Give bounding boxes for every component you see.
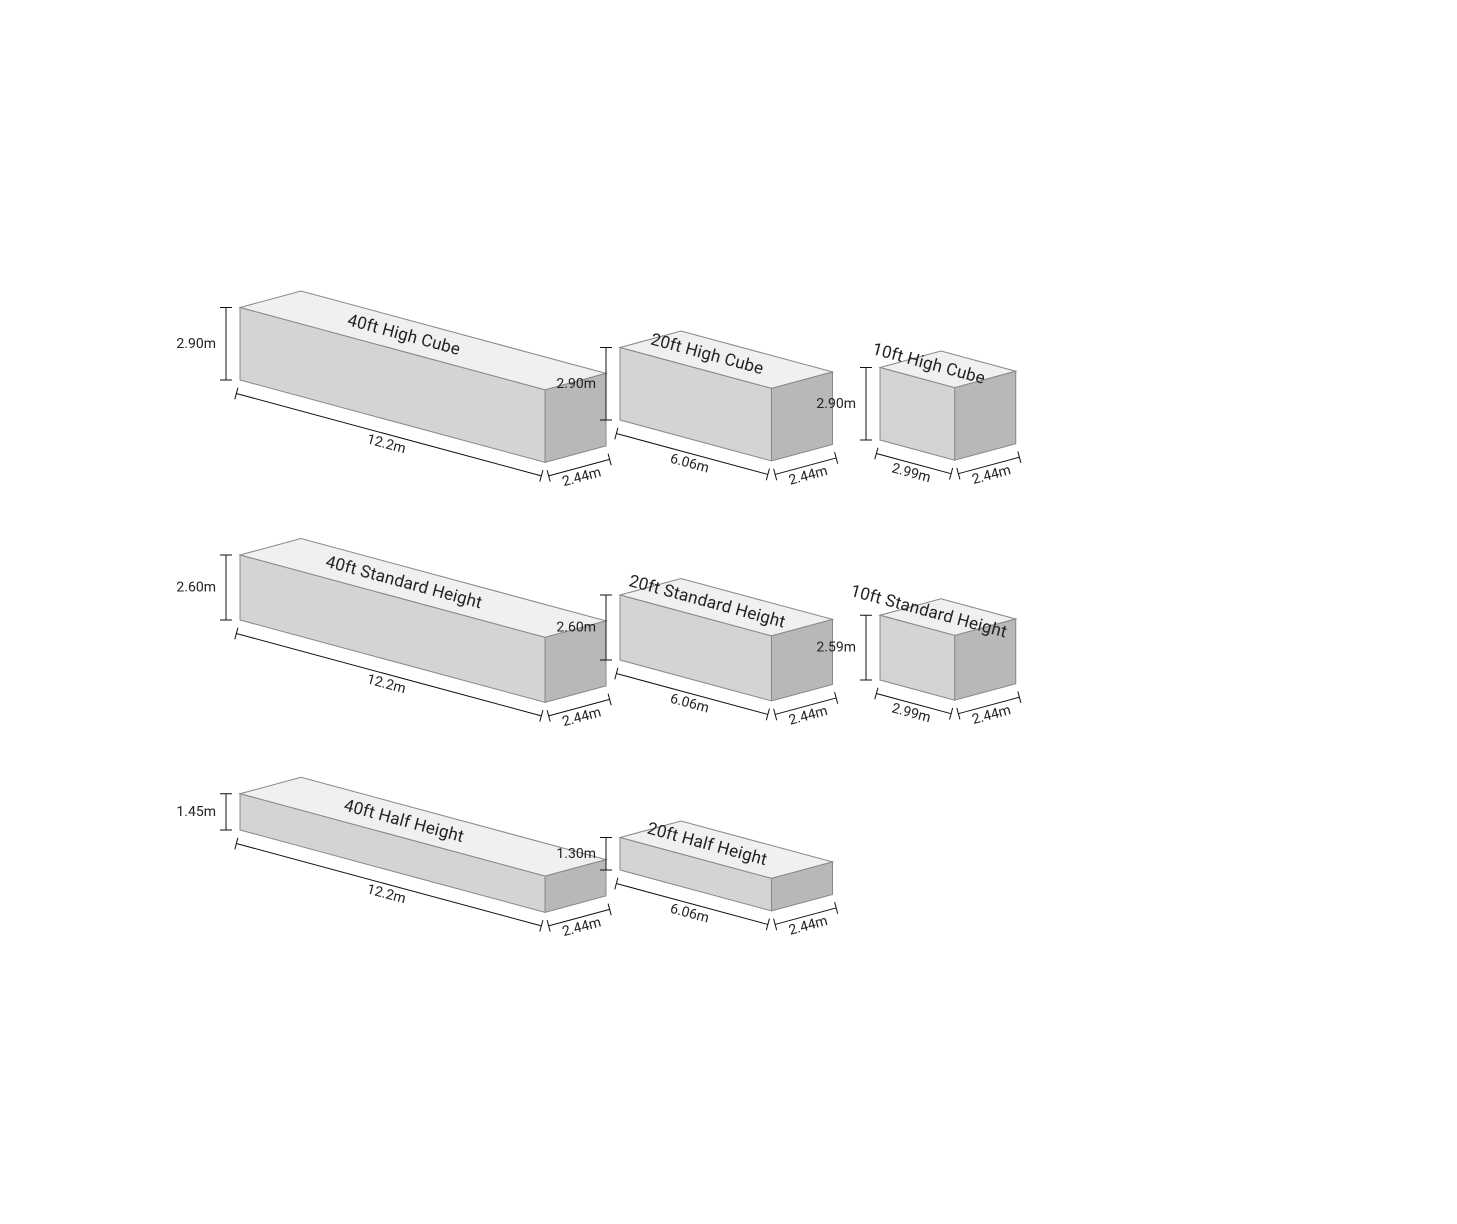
dim-length-label: 6.06m — [668, 691, 710, 717]
dim-height-label: 2.60m — [556, 620, 596, 636]
dim-height-label: 2.90m — [816, 396, 856, 412]
dim-height-label: 2.90m — [176, 336, 216, 352]
dim-depth-label: 2.44m — [970, 462, 1012, 488]
dim-length-label: 12.2m — [365, 431, 407, 457]
dim-depth-label: 2.44m — [970, 702, 1012, 728]
container-size-diagram: 40ft High Cube2.90m12.2m2.44m20ft High C… — [0, 0, 1457, 1224]
dim-height-label: 2.60m — [176, 580, 216, 596]
c10-standard: 10ft Standard Height2.59m2.99m2.44m — [816, 581, 1021, 728]
dim-depth-label: 2.44m — [787, 913, 829, 939]
dim-depth-label: 2.44m — [787, 703, 829, 729]
c40-half: 40ft Half Height1.45m12.2m2.44m — [176, 777, 611, 940]
c10-high-cube: 10ft High Cube2.90m2.99m2.44m — [816, 339, 1021, 488]
dim-length-label: 12.2m — [365, 671, 407, 697]
dim-length-label: 12.2m — [365, 881, 407, 907]
dim-length-label: 6.06m — [668, 451, 710, 477]
dim-depth-label: 2.44m — [561, 464, 603, 490]
dim-height-label: 2.59m — [816, 640, 856, 656]
dim-height-label: 2.90m — [556, 376, 596, 392]
dim-length-label: 2.99m — [890, 460, 932, 486]
dim-length-label: 6.06m — [668, 901, 710, 927]
dim-depth-label: 2.44m — [561, 914, 603, 940]
dim-depth-label: 2.44m — [787, 463, 829, 489]
dim-height-label: 1.45m — [176, 804, 216, 820]
diagram-svg: 40ft High Cube2.90m12.2m2.44m20ft High C… — [0, 0, 1457, 1224]
c40-standard: 40ft Standard Height2.60m12.2m2.44m — [176, 539, 611, 731]
dim-depth-label: 2.44m — [561, 704, 603, 730]
dim-length-label: 2.99m — [890, 700, 932, 726]
dim-height-label: 1.30m — [556, 846, 596, 862]
c40-high-cube: 40ft High Cube2.90m12.2m2.44m — [176, 291, 611, 490]
